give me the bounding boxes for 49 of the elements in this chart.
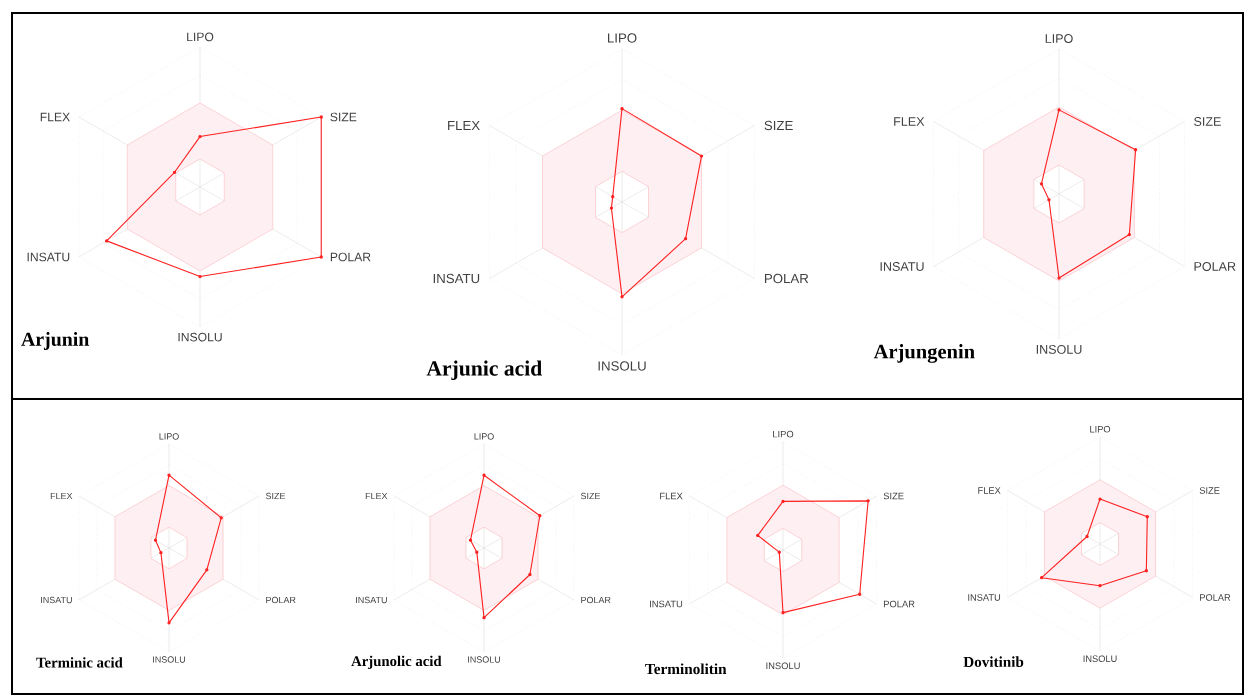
spoke-label: LIPO — [1090, 425, 1111, 433]
spoke-label: INSOLU — [1083, 655, 1117, 663]
spoke-label: INSATU — [880, 262, 924, 271]
spoke-label: SIZE — [1199, 487, 1220, 494]
spoke-label: SIZE — [883, 492, 904, 500]
spoke-label: INSOLU — [153, 656, 186, 663]
spoke-label: INSOLU — [766, 662, 800, 670]
spoke-label: INSATU — [356, 596, 387, 604]
spoke-label: FLEX — [978, 487, 1001, 494]
text: Terminic acid — [36, 657, 123, 668]
spoke-label: POLAR — [581, 596, 611, 604]
spoke-label: FLEX — [448, 120, 480, 131]
spoke-label: SIZE — [330, 112, 357, 122]
spoke-label: INSOLU — [178, 332, 222, 342]
spoke-label: LIPO — [187, 32, 214, 42]
text: Arjunolic acid — [351, 655, 442, 670]
spoke-label: INSATU — [433, 273, 480, 284]
spoke-label: INSATU — [41, 596, 72, 604]
spoke-label: FLEX — [50, 492, 73, 500]
spoke-label: SIZE — [265, 492, 286, 500]
text: Dovitinib — [963, 656, 1024, 667]
spoke-label: LIPO — [1045, 34, 1073, 43]
text: Arjunin — [21, 332, 90, 350]
spoke-label: FLEX — [660, 492, 683, 500]
spoke-label: POLAR — [1200, 594, 1231, 601]
spoke-label: INSATU — [650, 600, 683, 608]
spoke-label: POLAR — [764, 273, 809, 284]
spoke-label: SIZE — [764, 120, 793, 131]
spoke-label: LIPO — [773, 430, 794, 438]
spoke-label: INSATU — [27, 252, 70, 262]
text: Terminolitin — [645, 663, 727, 675]
spoke-label: POLAR — [1194, 262, 1236, 271]
spoke-label: INSOLU — [1036, 344, 1082, 354]
spoke-label: POLAR — [330, 252, 371, 262]
spoke-label: INSOLU — [468, 656, 501, 663]
spoke-label: FLEX — [894, 117, 925, 126]
spoke-label: LIPO — [159, 433, 179, 440]
spoke-label: POLAR — [266, 596, 296, 604]
spoke-label: LIPO — [608, 33, 637, 43]
spoke-label: LIPO — [474, 433, 494, 440]
spoke-label: FLEX — [365, 492, 388, 500]
spoke-label: POLAR — [883, 600, 915, 608]
spoke-label: SIZE — [580, 492, 601, 500]
text: Arjungenin — [873, 344, 975, 363]
spoke-label: FLEX — [40, 112, 70, 122]
spoke-label: INSATU — [968, 594, 1001, 601]
text: Arjunic acid — [426, 360, 543, 381]
spoke-label: SIZE — [1194, 117, 1221, 126]
spoke-label: INSOLU — [598, 361, 646, 371]
